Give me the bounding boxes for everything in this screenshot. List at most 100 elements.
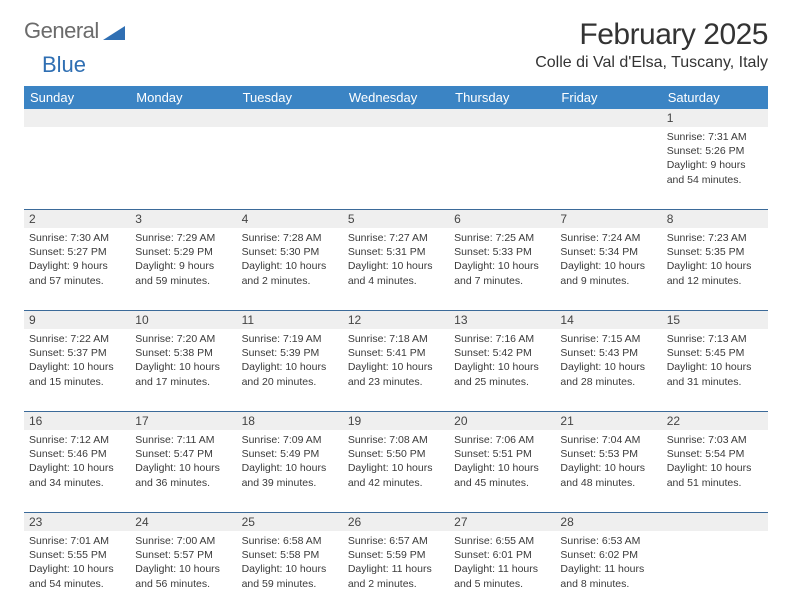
day-cell: Sunrise: 7:25 AMSunset: 5:33 PMDaylight:… [449, 228, 555, 310]
day-cell: Sunrise: 7:18 AMSunset: 5:41 PMDaylight:… [343, 329, 449, 411]
day-day1: Daylight: 10 hours [242, 562, 338, 576]
day-number: 17 [130, 412, 236, 430]
daynum-row: 1 [24, 109, 768, 127]
day-cell: Sunrise: 6:58 AMSunset: 5:58 PMDaylight:… [237, 531, 343, 613]
day-day1: Daylight: 10 hours [242, 461, 338, 475]
day-sunrise: Sunrise: 6:53 AM [560, 534, 656, 548]
day-cell: Sunrise: 7:04 AMSunset: 5:53 PMDaylight:… [555, 430, 661, 512]
day-day2: and 25 minutes. [454, 375, 550, 389]
day-sunrise: Sunrise: 7:24 AM [560, 231, 656, 245]
day-cell [555, 127, 661, 209]
day-cell: Sunrise: 7:19 AMSunset: 5:39 PMDaylight:… [237, 329, 343, 411]
month-title: February 2025 [535, 18, 768, 52]
day-day1: Daylight: 10 hours [454, 461, 550, 475]
day-cell: Sunrise: 7:01 AMSunset: 5:55 PMDaylight:… [24, 531, 130, 613]
day-sunrise: Sunrise: 7:30 AM [29, 231, 125, 245]
day-sunset: Sunset: 5:29 PM [135, 245, 231, 259]
weeks-container: 1Sunrise: 7:31 AMSunset: 5:26 PMDaylight… [24, 109, 768, 613]
week-row: Sunrise: 7:01 AMSunset: 5:55 PMDaylight:… [24, 531, 768, 613]
day-day2: and 31 minutes. [667, 375, 763, 389]
day-sunrise: Sunrise: 6:55 AM [454, 534, 550, 548]
day-cell: Sunrise: 7:09 AMSunset: 5:49 PMDaylight:… [237, 430, 343, 512]
day-number: 22 [662, 412, 768, 430]
day-day1: Daylight: 10 hours [135, 360, 231, 374]
day-day2: and 5 minutes. [454, 577, 550, 591]
location-subtitle: Colle di Val d'Elsa, Tuscany, Italy [535, 54, 768, 72]
day-day1: Daylight: 11 hours [348, 562, 444, 576]
day-sunset: Sunset: 5:57 PM [135, 548, 231, 562]
day-number: 26 [343, 513, 449, 531]
day-day2: and 39 minutes. [242, 476, 338, 490]
day-day1: Daylight: 10 hours [560, 461, 656, 475]
weekday-mon: Monday [130, 86, 236, 109]
day-day1: Daylight: 10 hours [29, 461, 125, 475]
day-sunset: Sunset: 5:58 PM [242, 548, 338, 562]
day-sunset: Sunset: 6:01 PM [454, 548, 550, 562]
day-day2: and 2 minutes. [348, 577, 444, 591]
day-number: 19 [343, 412, 449, 430]
day-day2: and 12 minutes. [667, 274, 763, 288]
day-sunrise: Sunrise: 7:12 AM [29, 433, 125, 447]
day-day2: and 59 minutes. [135, 274, 231, 288]
day-number: 9 [24, 311, 130, 329]
day-sunrise: Sunrise: 7:31 AM [667, 130, 763, 144]
day-cell: Sunrise: 7:29 AMSunset: 5:29 PMDaylight:… [130, 228, 236, 310]
day-day1: Daylight: 10 hours [454, 259, 550, 273]
day-cell: Sunrise: 7:12 AMSunset: 5:46 PMDaylight:… [24, 430, 130, 512]
day-cell: Sunrise: 7:22 AMSunset: 5:37 PMDaylight:… [24, 329, 130, 411]
day-day1: Daylight: 9 hours [135, 259, 231, 273]
day-sunrise: Sunrise: 7:11 AM [135, 433, 231, 447]
weekday-sun: Sunday [24, 86, 130, 109]
day-number: 18 [237, 412, 343, 430]
day-sunrise: Sunrise: 7:18 AM [348, 332, 444, 346]
day-day2: and 42 minutes. [348, 476, 444, 490]
day-sunrise: Sunrise: 7:15 AM [560, 332, 656, 346]
brand-triangle-icon [103, 24, 125, 40]
day-day2: and 8 minutes. [560, 577, 656, 591]
day-day2: and 59 minutes. [242, 577, 338, 591]
day-day2: and 2 minutes. [242, 274, 338, 288]
day-sunrise: Sunrise: 6:58 AM [242, 534, 338, 548]
week-row: Sunrise: 7:22 AMSunset: 5:37 PMDaylight:… [24, 329, 768, 411]
day-number: 16 [24, 412, 130, 430]
day-day2: and 17 minutes. [135, 375, 231, 389]
day-sunrise: Sunrise: 7:06 AM [454, 433, 550, 447]
day-day2: and 7 minutes. [454, 274, 550, 288]
day-number [449, 109, 555, 127]
day-sunset: Sunset: 5:33 PM [454, 245, 550, 259]
day-cell: Sunrise: 7:30 AMSunset: 5:27 PMDaylight:… [24, 228, 130, 310]
calendar: Sunday Monday Tuesday Wednesday Thursday… [24, 86, 768, 613]
day-day1: Daylight: 10 hours [667, 259, 763, 273]
day-cell: Sunrise: 7:23 AMSunset: 5:35 PMDaylight:… [662, 228, 768, 310]
week-row: Sunrise: 7:31 AMSunset: 5:26 PMDaylight:… [24, 127, 768, 209]
weekday-fri: Friday [555, 86, 661, 109]
day-sunset: Sunset: 5:41 PM [348, 346, 444, 360]
day-day2: and 4 minutes. [348, 274, 444, 288]
daynum-row: 16171819202122 [24, 411, 768, 430]
day-day2: and 54 minutes. [29, 577, 125, 591]
day-sunrise: Sunrise: 7:29 AM [135, 231, 231, 245]
day-cell: Sunrise: 7:15 AMSunset: 5:43 PMDaylight:… [555, 329, 661, 411]
day-number: 4 [237, 210, 343, 228]
day-sunrise: Sunrise: 7:13 AM [667, 332, 763, 346]
day-sunset: Sunset: 5:50 PM [348, 447, 444, 461]
day-number [24, 109, 130, 127]
day-sunrise: Sunrise: 6:57 AM [348, 534, 444, 548]
day-number [130, 109, 236, 127]
brand-logo: General [24, 18, 127, 44]
day-sunrise: Sunrise: 7:23 AM [667, 231, 763, 245]
day-day2: and 36 minutes. [135, 476, 231, 490]
day-sunrise: Sunrise: 7:20 AM [135, 332, 231, 346]
day-sunrise: Sunrise: 7:04 AM [560, 433, 656, 447]
day-day1: Daylight: 11 hours [454, 562, 550, 576]
brand-part1: General [24, 18, 99, 44]
daynum-row: 9101112131415 [24, 310, 768, 329]
day-cell: Sunrise: 7:31 AMSunset: 5:26 PMDaylight:… [662, 127, 768, 209]
day-sunrise: Sunrise: 7:01 AM [29, 534, 125, 548]
day-day1: Daylight: 10 hours [135, 461, 231, 475]
day-day2: and 23 minutes. [348, 375, 444, 389]
day-sunrise: Sunrise: 7:22 AM [29, 332, 125, 346]
day-cell: Sunrise: 7:08 AMSunset: 5:50 PMDaylight:… [343, 430, 449, 512]
day-sunset: Sunset: 5:35 PM [667, 245, 763, 259]
day-day2: and 54 minutes. [667, 173, 763, 187]
